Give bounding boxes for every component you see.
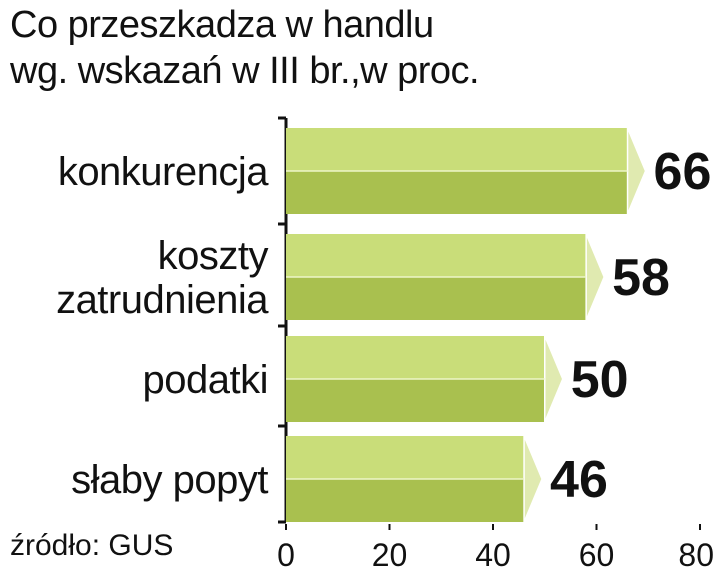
bar-1-top-face bbox=[286, 128, 628, 171]
chart-title-line-2: wg. wskazań w III br.,w proc. bbox=[10, 50, 480, 92]
bar-3-top-face bbox=[286, 336, 545, 379]
bar-2-cap bbox=[585, 233, 605, 321]
category-label-3: podatki bbox=[143, 358, 268, 402]
value-label-4: 46 bbox=[550, 451, 608, 509]
bar-4-cap bbox=[523, 435, 543, 523]
value-label-2: 58 bbox=[612, 249, 670, 307]
source-note: źródło: GUS bbox=[10, 529, 174, 562]
x-tick-label-80: 80 bbox=[678, 537, 714, 573]
bar-2-top-face bbox=[286, 234, 587, 277]
category-label-4: słaby popyt bbox=[71, 458, 268, 502]
chart-title: Co przeszkadza w handlu wg. wskazań w II… bbox=[10, 2, 710, 94]
x-tick-label-40: 40 bbox=[475, 537, 511, 573]
category-label-1: konkurencja bbox=[58, 150, 269, 194]
bar-4-top-face bbox=[286, 436, 525, 479]
x-tick-label-0: 0 bbox=[277, 537, 295, 573]
bar-1-cap bbox=[626, 127, 647, 215]
bar-1-bottom-face bbox=[286, 171, 628, 214]
bar-4 bbox=[286, 435, 543, 523]
bar-2-bottom-face bbox=[286, 277, 587, 320]
category-label-2-line-2: zatrudnienia bbox=[56, 278, 269, 322]
bar-3 bbox=[286, 335, 564, 423]
x-tick-label-20: 20 bbox=[372, 537, 408, 573]
chart-title-line-1: Co przeszkadza w handlu bbox=[10, 4, 434, 46]
bar-4-bottom-face bbox=[286, 479, 525, 522]
bar-2 bbox=[286, 233, 605, 321]
x-tick-label-60: 60 bbox=[579, 537, 615, 573]
bar-3-bottom-face bbox=[286, 379, 545, 422]
bar-1 bbox=[286, 127, 647, 215]
value-label-3: 50 bbox=[571, 351, 629, 409]
category-label-2-line-1: koszty bbox=[158, 234, 269, 278]
bar-3-cap bbox=[544, 335, 564, 423]
value-label-1: 66 bbox=[654, 143, 712, 201]
